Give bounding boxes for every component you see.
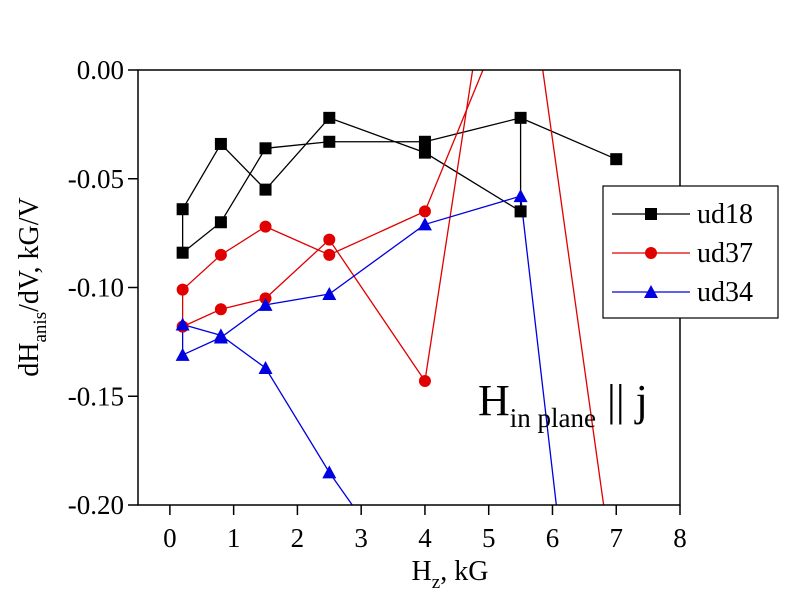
y-tick-label: -0.20: [68, 490, 124, 520]
series-ud18-point: [323, 111, 336, 124]
series-ud18-point: [259, 183, 272, 196]
series-ud18-point: [514, 205, 527, 218]
series-ud34-return-line: [182, 323, 354, 505]
x-axis-title-main: H: [412, 556, 432, 587]
series-ud34-point: [258, 360, 273, 374]
x-axis-title-sub: z: [432, 572, 440, 593]
x-tick-label: 5: [482, 523, 496, 553]
x-tick-label: 2: [291, 523, 305, 553]
marker-layer: [175, 111, 623, 479]
x-tick-label: 1: [227, 523, 241, 553]
series-ud37-point: [176, 283, 189, 296]
series-ud37-point: [323, 248, 336, 261]
x-axis-title: Hz, kG: [412, 556, 489, 593]
series-ud34-point: [513, 189, 528, 203]
series-ud34-extra-line: [542, 70, 543, 71]
annotation-main: H: [478, 376, 510, 425]
series-ud18-point: [214, 216, 227, 229]
legend-label-ud34: ud34: [697, 277, 753, 308]
series-ud37-point: [418, 205, 431, 218]
series-ud37-point: [323, 233, 336, 246]
legend-marker-ud37: [645, 247, 657, 259]
series-ud18-point: [418, 146, 431, 159]
series-ud37-point: [418, 375, 431, 388]
series-ud37-return-line: [182, 70, 484, 291]
y-tick-label: -0.10: [68, 273, 124, 303]
series-ud18-point: [214, 137, 227, 150]
x-axis-ticks: 0 1 2 3 4 5 6 7 8: [163, 505, 687, 553]
series-ud18-point: [259, 142, 272, 155]
x-tick-label: 0: [163, 523, 177, 553]
series-ud37-extra-line: [542, 70, 605, 505]
series-ud18-point: [418, 135, 431, 148]
series-ud37-point: [259, 220, 272, 233]
legend-items: ud18 ud37 ud34: [612, 199, 753, 308]
annotation: Hin plane || j: [478, 376, 648, 433]
y-axis-title-main: dH: [14, 343, 45, 377]
series-ud34-point: [258, 297, 273, 311]
y-tick-label: -0.05: [68, 164, 124, 194]
y-axis-ticks: 0.00 -0.05 -0.10 -0.15 -0.20: [68, 55, 138, 520]
series-ud18-tail-line: [520, 117, 617, 160]
y-tick-label: -0.15: [68, 381, 124, 411]
series-ud18-line: [181, 117, 522, 254]
x-axis-title-suffix: , kG: [440, 556, 488, 587]
x-tick-label: 3: [354, 523, 368, 553]
series-ud18-point: [610, 153, 623, 166]
series-layer: [181, 70, 617, 505]
legend-label-ud37: ud37: [697, 238, 753, 269]
legend-frame: [602, 185, 779, 319]
x-tick-label: 4: [418, 523, 432, 553]
y-axis-title: dHanis/dV, kG/V: [14, 197, 51, 376]
y-axis-title-suffix: /dV, kG/V: [14, 197, 45, 312]
series-ud34-point: [322, 465, 337, 479]
series-ud18-point: [176, 246, 189, 259]
annotation-suffix: || j: [596, 376, 648, 425]
annotation-sub: in plane: [510, 403, 596, 433]
series-ud18-point: [514, 111, 527, 124]
legend-marker-ud18: [645, 208, 657, 220]
series-ud34-point: [417, 217, 432, 231]
legend: ud18 ud37 ud34: [602, 185, 779, 319]
plot-frame: [137, 69, 681, 506]
series-ud18-point: [176, 203, 189, 216]
x-tick-label: 8: [673, 523, 687, 553]
series-ud37-point: [214, 248, 227, 261]
series-ud34-point: [175, 317, 190, 331]
series-ud37-point: [214, 303, 227, 316]
x-tick-label: 7: [609, 523, 623, 553]
series-ud34-point: [213, 328, 228, 342]
y-axis-title-sub: anis: [30, 312, 51, 343]
y-tick-label: 0.00: [77, 55, 124, 85]
series-ud18-point: [323, 135, 336, 148]
legend-marker-ud34: [644, 285, 658, 298]
series-ud37-line: [181, 70, 474, 383]
series-ud34-line: [181, 195, 557, 505]
legend-label-ud18: ud18: [697, 199, 753, 230]
series-ud34-point: [175, 347, 190, 361]
series-ud34-point: [322, 287, 337, 301]
x-tick-label: 6: [546, 523, 560, 553]
